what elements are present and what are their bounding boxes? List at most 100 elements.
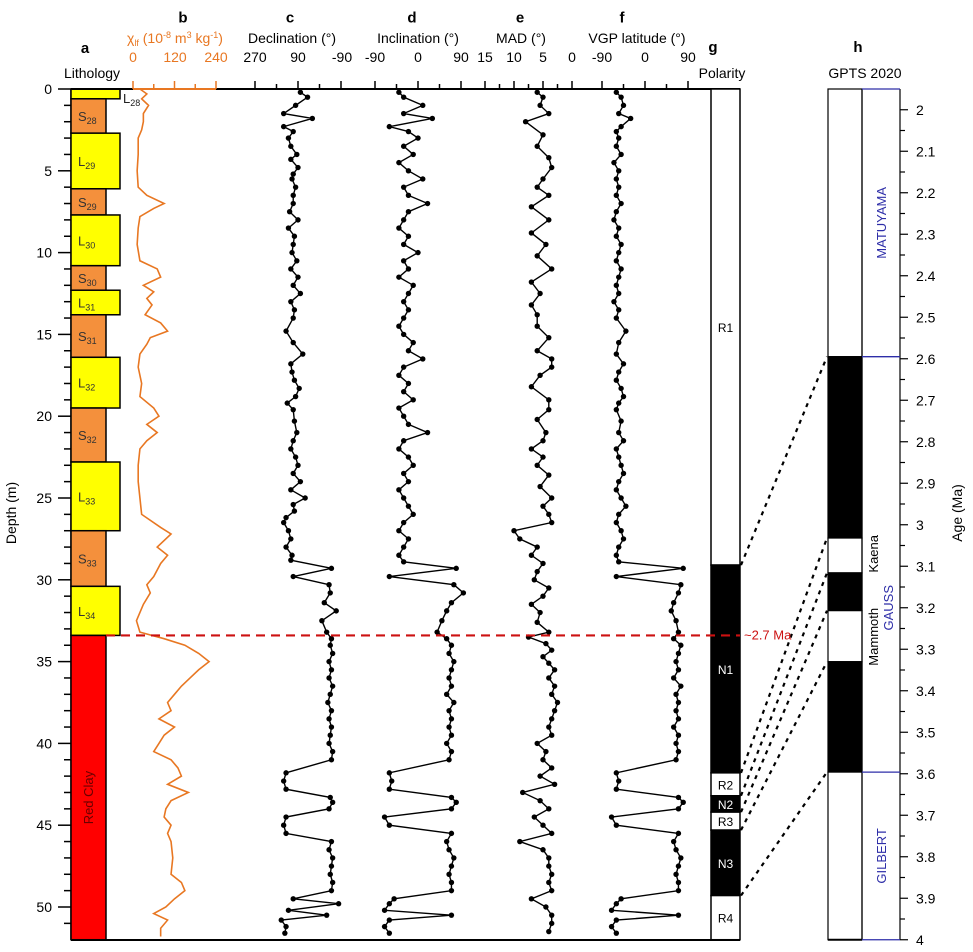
declination-point [323,912,330,918]
correlation-tie-line [739,356,829,566]
inclination-point [381,907,388,913]
declination-point [291,377,298,383]
mad-point [522,119,529,125]
inclination-point [448,887,455,894]
inclination-point [386,901,393,907]
mad-point [534,462,540,468]
declination-point [290,171,296,177]
inclination-point [396,405,402,411]
age-tick-label: 3.6 [916,766,936,782]
inclination-point [396,323,402,329]
inclination-point [405,209,412,215]
declination-point [329,748,336,755]
inclination-point [448,794,455,801]
vgp-latitude-point [675,879,682,886]
declination-point [327,691,333,698]
mad-point [537,102,543,109]
inclination-point [400,438,407,444]
vgp-latitude-point [616,454,622,460]
mad-point [534,312,540,318]
mad-point [537,483,543,490]
lithology-unit-loess [70,88,121,100]
declination-point [327,590,333,596]
mad-point [528,230,535,236]
declination-point [294,258,300,264]
declination-point [297,290,304,297]
inclination-point [446,871,452,877]
mad-point [520,789,526,796]
vgp-latitude-point [616,369,622,375]
mad-point [534,568,540,575]
polarity-zone-label: R2 [718,778,734,792]
vgp-latitude-point [613,315,620,321]
vgp-latitude-point [616,429,622,436]
vgp-latitude-point [616,339,622,346]
inclination-point [396,225,402,231]
vgp-latitude-point [675,590,682,596]
c-axis-ticklabels: 270 90 -90 [243,49,352,65]
vgp-latitude-point [611,298,617,305]
mad-point [546,863,552,869]
inclination-point [405,478,412,485]
inclination-point [448,667,455,673]
e-tick-label: 10 [506,49,522,65]
vgp-latitude-point [620,438,627,444]
mad-point [546,585,552,591]
vgp-latitude-point [611,217,617,223]
chron-label-gilbert: GILBERT [874,828,889,883]
inclination-point [405,168,412,174]
declination-point [329,879,336,886]
age-tick-label: 3.1 [916,558,936,574]
inclination-point [405,128,412,135]
vgp-latitude-point [673,707,679,714]
declination-point [288,487,294,493]
depth-tick-label: 35 [36,654,52,670]
vgp-latitude-point [613,377,620,383]
vgp-latitude-point [616,249,622,256]
inclination-point [446,847,452,853]
declination-point [297,89,304,95]
declination-point [280,110,287,117]
declination-point [280,778,287,784]
mad-point [537,372,543,378]
depth-tick-label: 25 [36,490,52,506]
inclination-point [400,413,407,419]
lithology-unit-label: L28 [123,91,140,108]
inclination-point [396,274,402,280]
mad-point [554,699,561,706]
mad-point [540,560,546,567]
age-tick-label: 2.5 [916,309,936,325]
vgp-latitude-point [670,675,677,681]
inclination-point [400,331,407,338]
mad-point [549,364,555,370]
vgp-latitude-point [670,635,677,642]
polarity-zone-label: N2 [718,798,734,812]
inclination-point [448,600,455,606]
declination-point [295,164,301,171]
mad-point [549,691,555,698]
vgp-latitude-point [678,855,684,861]
chi-units-kg: kg [192,30,211,46]
inclination-point [400,258,407,264]
vgp-latitude-point [673,618,679,624]
inclination-point [400,143,407,149]
age-tick-label: 2.3 [916,226,936,242]
age-tick-label: 2.1 [916,143,936,159]
lithology-unit-paleosol [70,188,107,216]
vgp-latitude-point [673,691,679,698]
e-tick-label: 15 [477,49,493,65]
correlation-lines [739,356,829,897]
b-tick-label: 120 [163,49,187,65]
vgp-latitude-point [613,176,620,182]
age-tick-label: 3.3 [916,641,936,657]
depth-tick-label: 15 [36,326,52,342]
age-axis-label: Age (Ma) [949,484,965,542]
declination-point [328,887,335,894]
mad-point [537,290,543,297]
vgp-latitude-point [616,400,622,406]
vgp-latitude-point [613,770,620,776]
mad-point [549,495,555,501]
declination-point [289,552,295,558]
vgp-latitude-point [613,901,620,907]
inclination-point [386,822,393,828]
